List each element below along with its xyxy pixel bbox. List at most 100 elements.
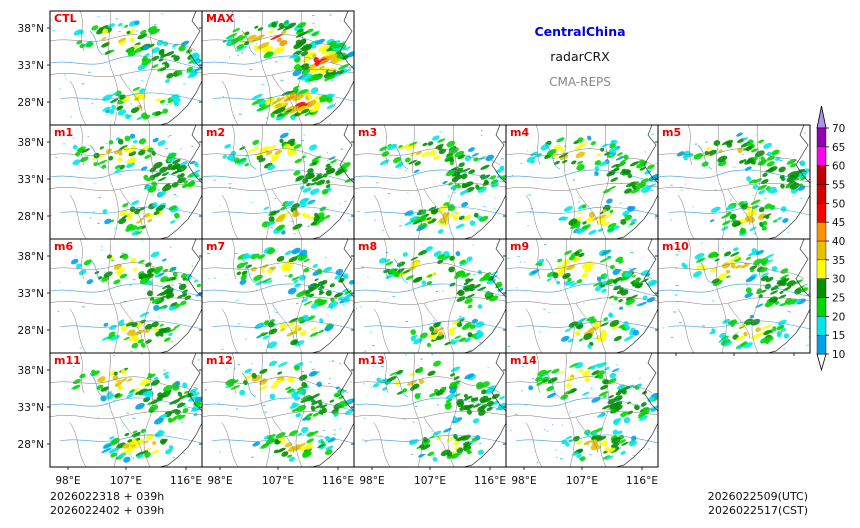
panel-label: m5 — [662, 126, 681, 139]
reflectivity-field — [507, 243, 658, 350]
basemap — [50, 239, 202, 353]
panel-background — [202, 239, 354, 353]
basemap — [506, 239, 658, 353]
y-tick-label: 28°N — [18, 211, 44, 223]
panel-map — [354, 125, 506, 239]
colorbar-bin — [816, 334, 827, 355]
x-tick-label: 107°E — [262, 475, 294, 487]
panel-background — [50, 11, 202, 125]
basemap — [50, 353, 202, 467]
colorbar-extend-min — [816, 353, 827, 372]
y-tick-label: 33°N — [18, 60, 44, 72]
y-axis-ticks: 38°N 33°N 28°N 38°N 33°N 28°N 38°N 33°N 28°N 38°N… — [18, 23, 44, 451]
panel-label: m12 — [206, 354, 233, 367]
panel-m8: m8 — [351, 238, 507, 356]
x-tick-label: 98°E — [511, 475, 536, 487]
y-tick-label: 38°N — [18, 251, 44, 263]
panel-map — [202, 11, 354, 125]
basemap — [658, 125, 810, 239]
panel-label: m4 — [510, 126, 529, 139]
colorbar-bin — [816, 184, 827, 204]
init-time-2: 2026022402 + 039h — [50, 504, 164, 517]
x-tick-label: 116°E — [170, 475, 202, 487]
panel-map — [354, 239, 506, 353]
colorbar-extend-max — [816, 105, 827, 129]
basemap — [658, 239, 810, 353]
colorbar-bin — [816, 203, 827, 223]
y-tick-label: 38°N — [18, 365, 44, 377]
colorbar-tick-label: 15 — [832, 330, 845, 342]
colorbar-tick-label: 10 — [832, 349, 845, 361]
panel-label: MAX — [206, 12, 234, 25]
panel-label: m3 — [358, 126, 377, 139]
x-tick-label: 98°E — [207, 475, 232, 487]
panel-ctl: CTL — [47, 10, 203, 128]
panel-ticks — [199, 369, 339, 470]
panel-label: m2 — [206, 126, 225, 139]
colorbar-bin — [816, 259, 827, 279]
reflectivity-field — [213, 129, 354, 239]
region-title: CentralChina — [534, 24, 625, 39]
panel-m7: m7 — [199, 238, 355, 356]
panel-map — [50, 11, 202, 125]
x-tick-label: 107°E — [566, 475, 598, 487]
basemap — [50, 125, 202, 239]
colorbar-tick-label: 45 — [832, 217, 845, 229]
panel-map — [50, 353, 202, 467]
basemap — [50, 11, 202, 125]
panel-map — [506, 125, 658, 239]
colorbar-tick-label: 25 — [832, 293, 845, 305]
y-tick-label: 38°N — [18, 137, 44, 149]
y-tick-label: 28°N — [18, 439, 44, 451]
colorbar-bin — [816, 221, 827, 242]
basemap — [202, 353, 354, 467]
panel-m14: m14 — [503, 352, 659, 470]
panel-map — [50, 125, 202, 239]
colorbar-bin — [816, 316, 827, 336]
panel-ticks — [47, 369, 187, 470]
basemap — [354, 239, 506, 353]
panel-m5: m5 — [655, 124, 811, 242]
panel-ticks — [351, 369, 491, 470]
x-tick-label: 107°E — [110, 475, 142, 487]
colorbar-bin — [816, 146, 827, 166]
panel-ticks — [655, 255, 795, 356]
basemap — [506, 353, 658, 467]
y-tick-label: 28°N — [18, 325, 44, 337]
panel-m2: m2 — [199, 124, 355, 242]
panel-m3: m3 — [351, 124, 507, 242]
variable-title: radarCRX — [550, 49, 610, 64]
panel-label: m9 — [510, 240, 529, 253]
colorbar-tick-label: 55 — [832, 180, 845, 192]
colorbar-tick-label: 70 — [832, 123, 845, 135]
colorbar-tick-label: 20 — [832, 311, 845, 323]
panel-map — [354, 353, 506, 467]
panel-label: CTL — [54, 12, 77, 25]
panel-m1: m1 — [47, 124, 203, 242]
system-title: CMA-REPS — [549, 75, 611, 89]
x-tick-label: 116°E — [626, 475, 658, 487]
y-tick-label: 33°N — [18, 402, 44, 414]
x-tick-label: 116°E — [474, 475, 506, 487]
panel-m4: m4 — [503, 124, 659, 242]
y-tick-label: 38°N — [18, 23, 44, 35]
valid-time-cst: 2026022517(CST) — [708, 504, 808, 517]
reflectivity-field — [71, 353, 202, 463]
panel-map — [202, 353, 354, 467]
panel-map — [506, 239, 658, 353]
panel-label: m1 — [54, 126, 73, 139]
y-tick-label: 33°N — [18, 174, 44, 186]
panel-m11: m11 — [47, 352, 203, 470]
panel-map — [202, 239, 354, 353]
colorbar-tick-label: 65 — [832, 142, 845, 154]
init-time-1: 2026022318 + 039h — [50, 490, 164, 503]
panel-map — [658, 125, 810, 239]
reflectivity-field — [50, 127, 202, 239]
colorbar-bin — [816, 127, 827, 148]
reflectivity-field — [356, 130, 506, 239]
panel-ticks — [503, 369, 643, 470]
panel-label: m6 — [54, 240, 73, 253]
panel-m9: m9 — [503, 238, 659, 356]
y-tick-label: 33°N — [18, 288, 44, 300]
panel-map — [658, 239, 810, 353]
